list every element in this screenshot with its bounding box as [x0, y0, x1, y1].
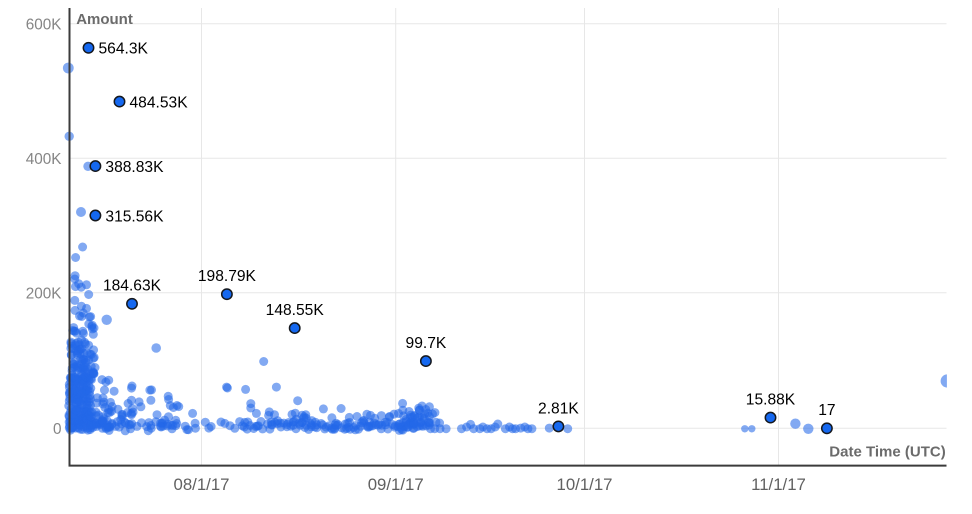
svg-text:400K: 400K [26, 151, 63, 168]
svg-text:2.81K: 2.81K [538, 400, 579, 417]
svg-text:Date Time (UTC): Date Time (UTC) [829, 443, 945, 460]
svg-text:0: 0 [53, 421, 62, 438]
svg-text:08/1/17: 08/1/17 [174, 475, 230, 494]
svg-text:200K: 200K [26, 286, 63, 303]
svg-text:99.7K: 99.7K [406, 335, 447, 352]
svg-text:388.83K: 388.83K [105, 159, 164, 176]
svg-text:15.88K: 15.88K [746, 392, 796, 409]
svg-text:198.79K: 198.79K [198, 268, 257, 285]
svg-text:09/1/17: 09/1/17 [368, 475, 424, 494]
svg-text:315.56K: 315.56K [105, 208, 164, 225]
svg-text:600K: 600K [26, 17, 63, 34]
svg-text:11/1/17: 11/1/17 [751, 475, 806, 494]
svg-text:184.63K: 184.63K [103, 278, 162, 295]
svg-text:Amount: Amount [76, 11, 133, 28]
svg-text:564.3K: 564.3K [99, 41, 149, 58]
svg-text:484.53K: 484.53K [130, 94, 189, 111]
svg-text:17: 17 [818, 402, 835, 419]
svg-text:10/1/17: 10/1/17 [557, 475, 613, 494]
svg-text:148.55K: 148.55K [266, 302, 325, 319]
